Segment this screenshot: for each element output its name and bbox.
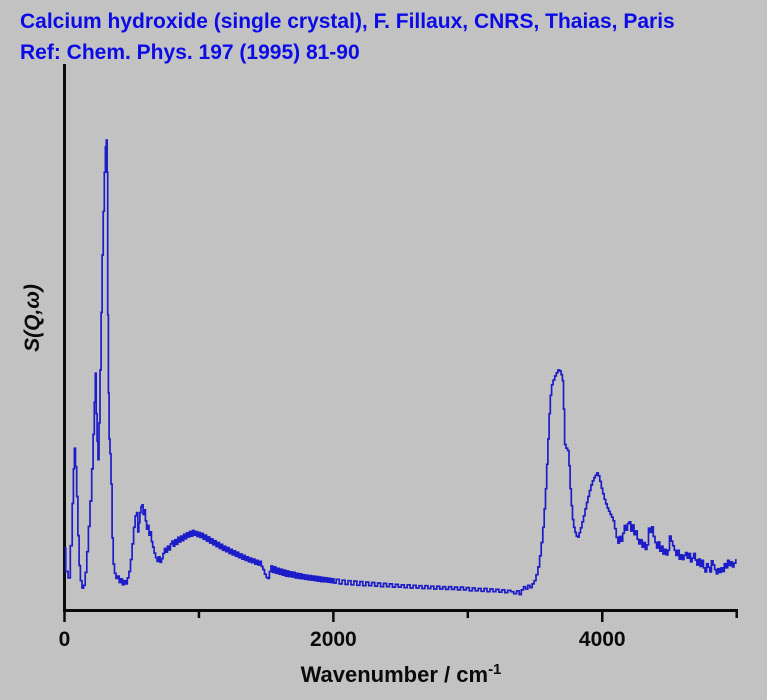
x-axis-label-exponent: -1 bbox=[488, 661, 502, 678]
x-tick-label: 4000 bbox=[579, 628, 626, 651]
x-tick-label: 2000 bbox=[310, 628, 357, 651]
spectrum-curve bbox=[64, 139, 737, 596]
caption-line-1: Calcium hydroxide (single crystal), F. F… bbox=[20, 10, 675, 33]
x-axis-label-text: Wavenumber / cm bbox=[300, 662, 489, 687]
x-axis-tick-labels: 0 2000 4000 bbox=[59, 628, 626, 651]
figure-caption: Calcium hydroxide (single crystal), F. F… bbox=[20, 6, 763, 68]
x-tick-label: 0 bbox=[59, 628, 71, 651]
x-axis-ticks bbox=[63, 612, 738, 622]
caption-line-2: Ref: Chem. Phys. 197 (1995) 81-90 bbox=[20, 41, 360, 64]
x-axis-label: Wavenumber / cm-1 bbox=[64, 661, 738, 688]
